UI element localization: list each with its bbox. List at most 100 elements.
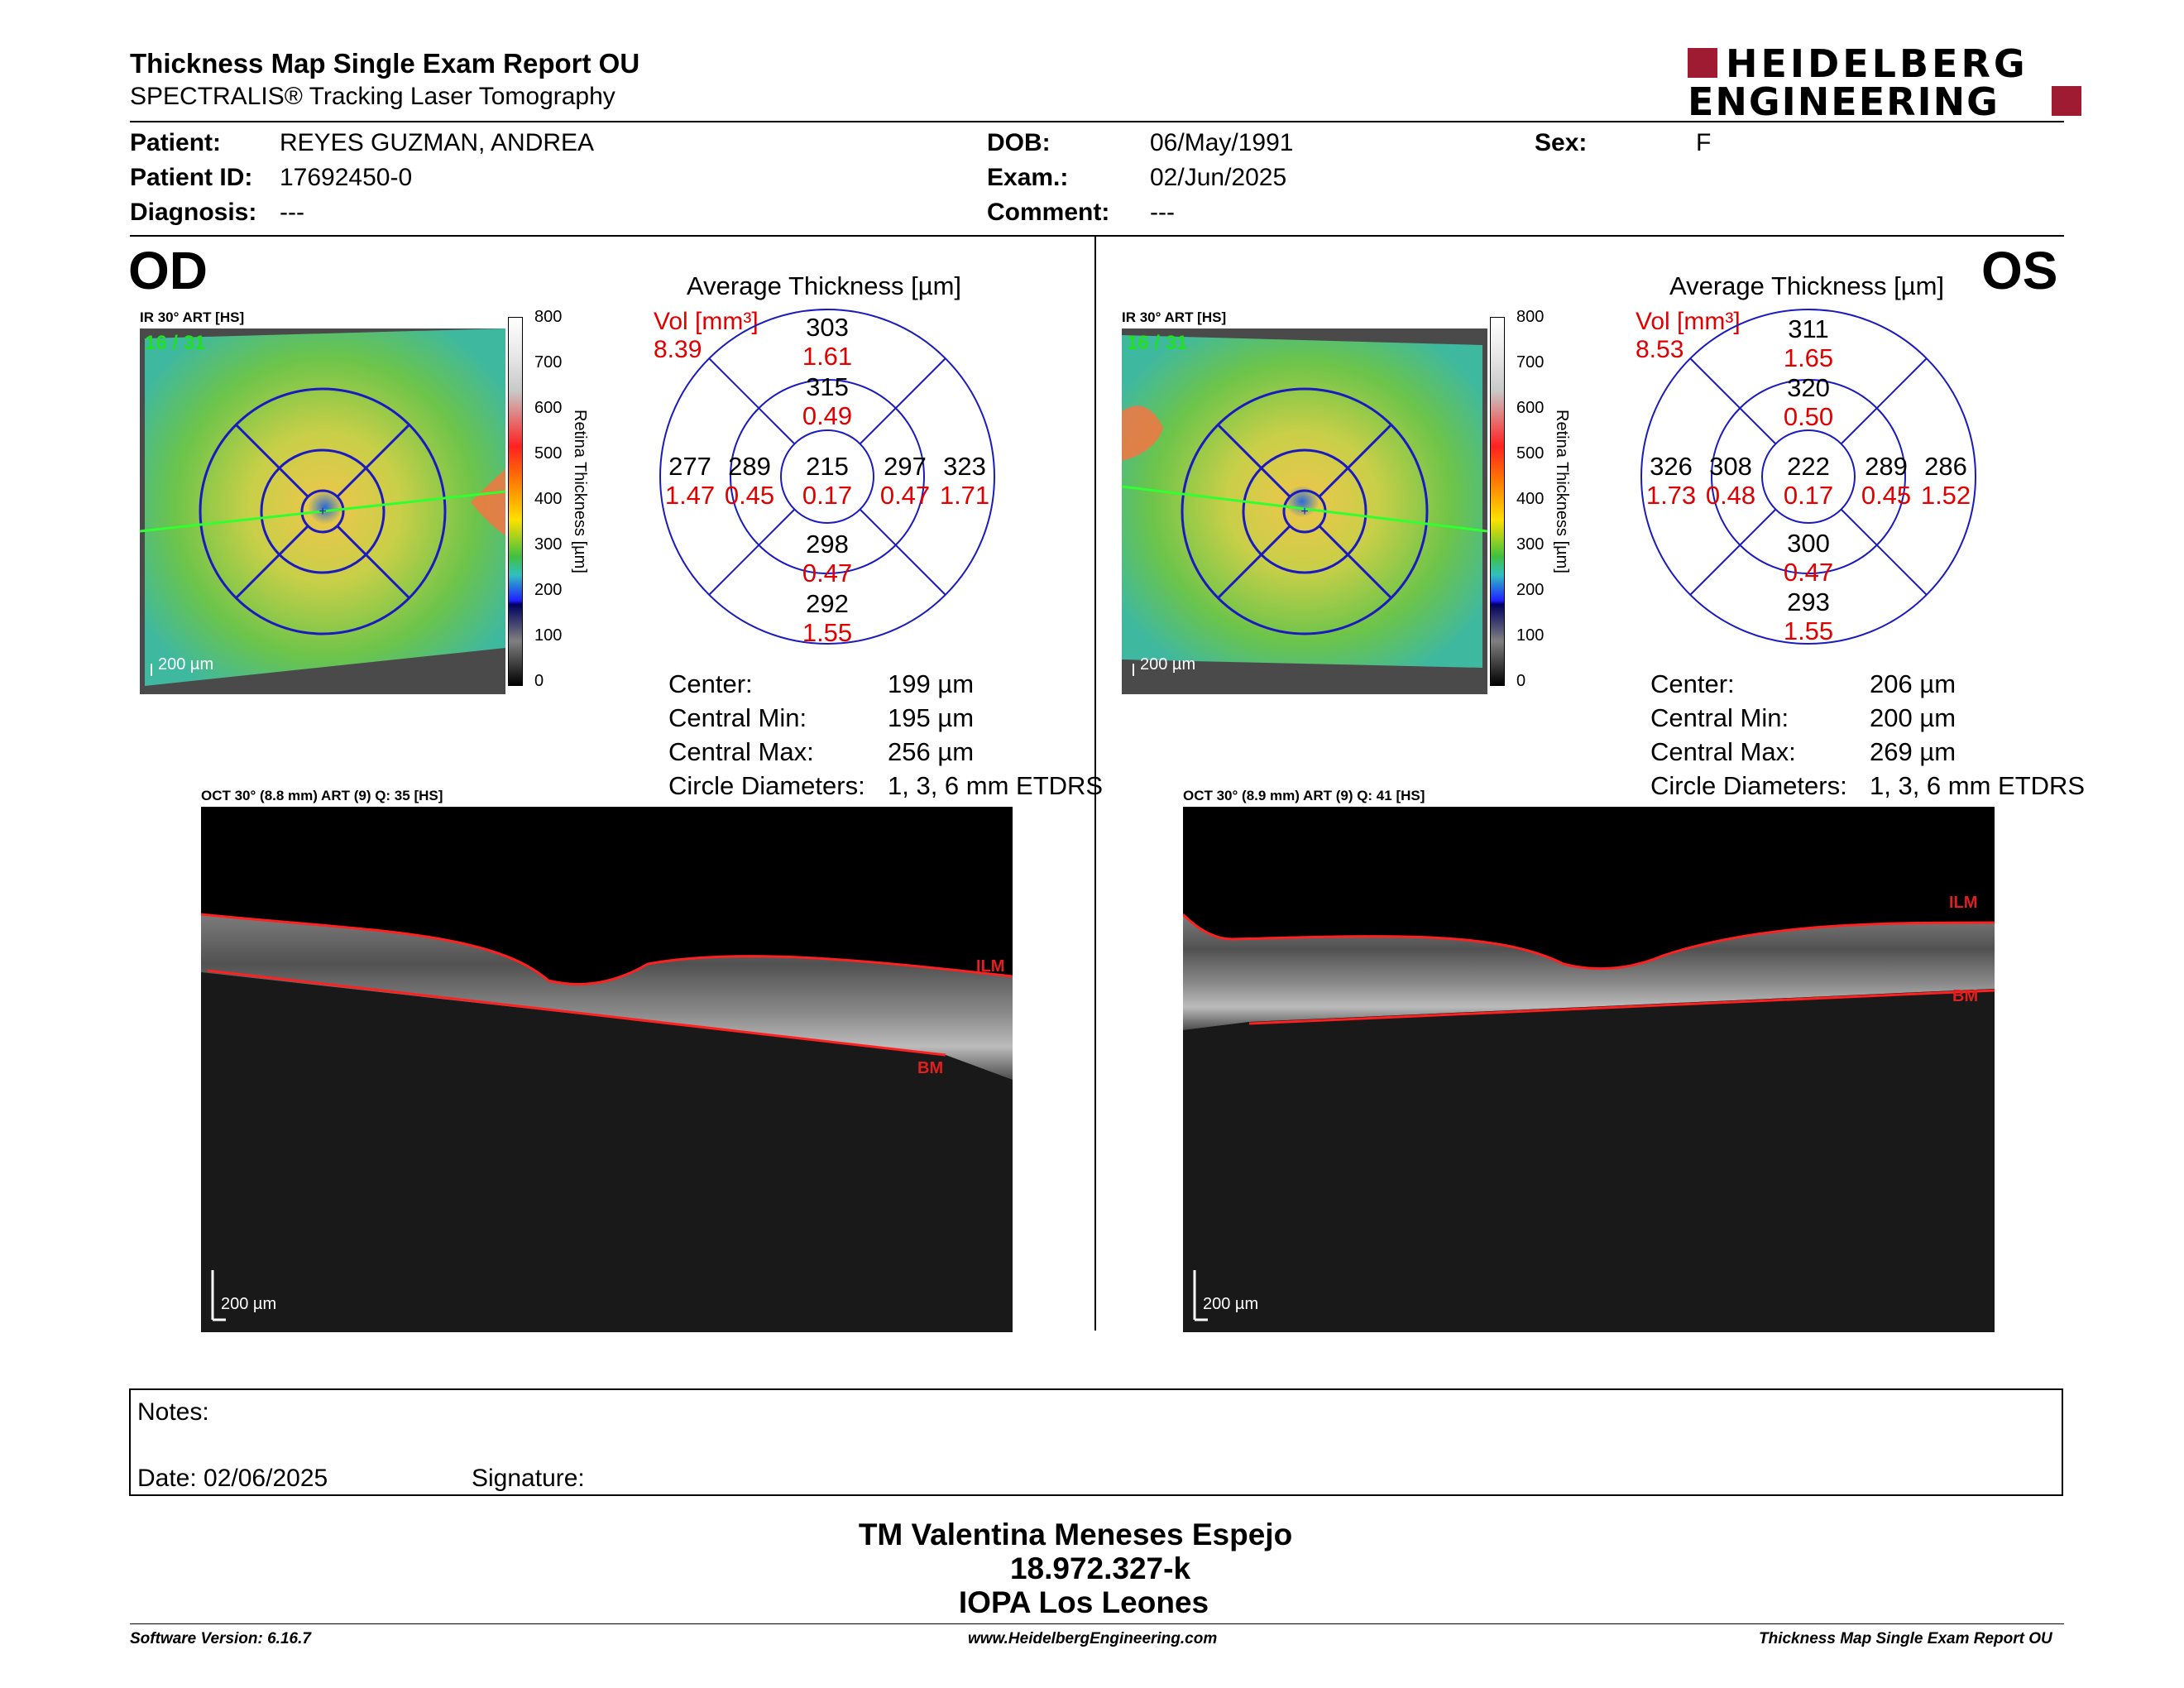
od-center-thickness: 215 [806,452,849,481]
signature-label: Signature: [472,1465,585,1492]
os-max-label: Central Max: [1650,737,1796,766]
os-inner-sup-thickness: 320 [1787,373,1830,402]
od-outer-right-thickness: 323 [943,452,986,481]
os-inner-inf-thickness: 300 [1787,529,1830,558]
tick: 200 [534,581,563,599]
logo-line-2: ENGINEERING [1688,79,2000,124]
tick: 600 [1516,399,1545,417]
os-frame-counter: 16 / 31 [1127,332,1188,354]
od-outer-left-volume: 1.47 [664,481,716,510]
od-thickness-map: + 16 / 31 200 µm [140,328,505,694]
report-title: Thickness Map Single Exam Report OU [130,48,640,79]
heidelberg-logo: HEIDELBERG ENGINEERING [1688,41,2081,124]
logo-line-1: HEIDELBERG [1726,41,2028,86]
od-inner-sup-thickness: 315 [806,372,849,401]
os-avg-title: Average Thickness [µm] [1669,271,1945,300]
tick: 0 [1516,672,1526,690]
os-bm-label: BM [1952,987,1979,1005]
tick: 300 [534,535,563,554]
svg-text:+: + [1300,505,1308,519]
os-vol-label: Vol [mm³] [1636,308,1741,335]
dob-value: 06/May/1991 [1150,129,1294,156]
sex-value: F [1696,129,1712,156]
notes-label: Notes: [137,1398,209,1426]
od-outer-left-thickness: 277 [668,452,711,481]
od-eye-label: OD [128,241,208,300]
od-etdrs-grid [659,309,995,645]
od-inner-inf-volume: 0.47 [802,559,853,587]
od-oct-scale-label: 200 µm [221,1295,277,1313]
tick: 300 [1516,535,1545,554]
od-frame-counter: 16 / 31 [145,332,206,354]
os-center-label: Center: [1650,669,1735,698]
od-min-label: Central Min: [668,703,807,732]
od-ilm-label: ILM [976,957,1005,976]
od-center-value: 199 µm [888,669,975,698]
os-outer-inf-volume: 1.55 [1783,616,1834,645]
od-bm-label: BM [917,1059,944,1077]
diagnosis-label: Diagnosis: [130,199,257,226]
tick: 400 [534,490,563,508]
od-center-label: Center: [668,669,753,698]
comment-value: --- [1150,199,1175,226]
os-inner-right-volume: 0.45 [1861,481,1912,510]
od-diam-label: Circle Diameters: [668,771,865,800]
od-colorbar-axis-label: Retina Thickness [µm] [571,410,589,573]
signer-place: IOPA Los Leones [958,1585,1209,1619]
diagnosis-value: --- [280,199,304,226]
od-outer-inf-volume: 1.55 [802,618,853,647]
od-inner-left-volume: 0.45 [724,481,775,510]
os-max-value: 269 µm [1870,737,1956,766]
os-etdrs-grid [1640,309,1976,645]
od-inner-inf-thickness: 298 [806,530,849,559]
od-ir-label: IR 30° ART [HS] [140,309,245,325]
od-center-volume: 0.17 [802,481,853,510]
od-oct-scan: ILM BM 200 µm [201,807,1013,1332]
os-ilm-label: ILM [1949,894,1978,912]
od-outer-inf-thickness: 292 [806,589,849,618]
os-color-scale [1490,317,1505,686]
patient-id-label: Patient ID: [130,164,253,191]
signer-id: 18.972.327-k [1009,1551,1191,1585]
os-min-label: Central Min: [1650,703,1789,732]
os-min-value: 200 µm [1870,703,1956,732]
website-url: www.HeidelbergEngineering.com [968,1630,1218,1647]
os-diam-value: 1, 3, 6 mm ETDRS [1870,771,2086,800]
header-divider [130,121,2064,122]
comment-label: Comment: [987,199,1110,226]
os-oct-label: OCT 30° (8.9 mm) ART (9) Q: 41 [HS] [1183,788,1425,803]
os-center-volume: 0.17 [1783,481,1834,510]
od-inner-sup-volume: 0.49 [802,401,853,430]
date-label: Date: 02/06/2025 [137,1465,328,1492]
os-outer-left-thickness: 326 [1650,452,1693,481]
os-oct-scan: ILM BM 200 µm [1183,807,1995,1332]
info-divider [130,235,2064,237]
os-inner-left-thickness: 308 [1709,452,1752,481]
os-inner-right-thickness: 289 [1865,452,1908,481]
svg-text:+: + [318,505,326,519]
tick: 700 [534,353,563,372]
sex-label: Sex: [1535,129,1588,156]
os-inner-left-volume: 0.48 [1705,481,1756,510]
od-scale-label: 200 µm [158,655,214,674]
tick: 0 [534,672,544,690]
os-vol-value: 8.53 [1636,336,1684,363]
od-vol-value: 8.39 [654,336,702,363]
tick: 100 [534,626,563,645]
od-inner-right-volume: 0.47 [879,481,931,510]
od-min-value: 195 µm [888,703,975,732]
os-outer-right-thickness: 286 [1924,452,1967,481]
os-outer-left-volume: 1.73 [1645,481,1697,510]
os-ir-label: IR 30° ART [HS] [1122,309,1227,325]
patient-id-value: 17692450-0 [280,164,413,191]
exam-label: Exam.: [987,164,1069,191]
software-version: Software Version: 6.16.7 [130,1630,311,1647]
tick: 800 [1516,308,1545,326]
os-diam-label: Circle Diameters: [1650,771,1847,800]
od-max-label: Central Max: [668,737,814,766]
od-diam-value: 1, 3, 6 mm ETDRS [888,771,1104,800]
os-scale-label: 200 µm [1140,655,1196,674]
od-inner-right-thickness: 297 [884,452,927,481]
os-colorbar-axis-label: Retina Thickness [µm] [1553,410,1571,573]
report-subtitle: SPECTRALIS® Tracking Laser Tomography [130,83,615,110]
